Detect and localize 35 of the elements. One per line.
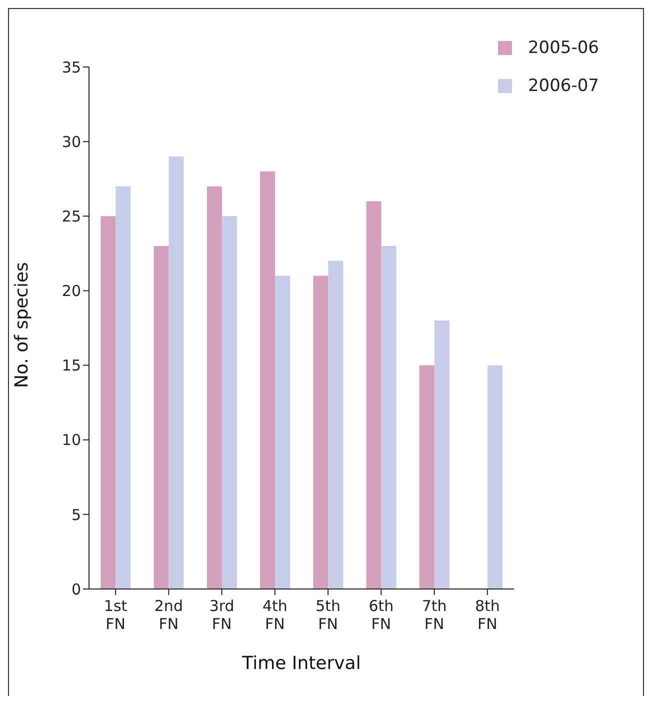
bar	[419, 365, 434, 589]
y-tick-label: 35	[62, 58, 81, 76]
bar	[116, 186, 131, 589]
x-tick-label: 6th FN	[368, 597, 394, 633]
bar	[381, 246, 396, 589]
y-tick-label: 15	[62, 356, 81, 375]
bar	[366, 201, 382, 589]
y-tick-label: 20	[62, 282, 81, 300]
bar	[168, 156, 184, 589]
bar	[313, 276, 328, 589]
x-tick-label: 7th FN	[422, 597, 447, 633]
y-tick-label: 25	[62, 207, 81, 226]
bar	[100, 216, 116, 589]
y-tick-label: 30	[62, 132, 81, 151]
bar	[206, 186, 222, 589]
x-tick-label: 1st FN	[104, 597, 128, 633]
bar	[328, 260, 344, 589]
bar	[434, 320, 450, 589]
legend-label: 2005-06	[528, 38, 599, 58]
y-tick-label: 5	[71, 506, 81, 524]
x-tick-label: 2nd FN	[154, 597, 183, 633]
legend-label: 2006-07	[528, 76, 599, 96]
bar	[275, 276, 290, 589]
x-tick-label: 8th FN	[474, 597, 500, 633]
y-tick-label: 10	[62, 431, 81, 450]
bar	[488, 365, 503, 589]
x-axis-title: Time Interval	[241, 653, 361, 674]
y-tick-label: 0	[71, 580, 81, 598]
bar	[154, 246, 169, 589]
x-tick-label: 5th FN	[316, 597, 341, 633]
y-axis-title: No. of species	[11, 262, 32, 388]
bar	[260, 171, 276, 589]
bar	[222, 216, 237, 589]
x-tick-label: 3rd FN	[209, 597, 234, 633]
x-tick-label: 4th FN	[262, 597, 288, 633]
